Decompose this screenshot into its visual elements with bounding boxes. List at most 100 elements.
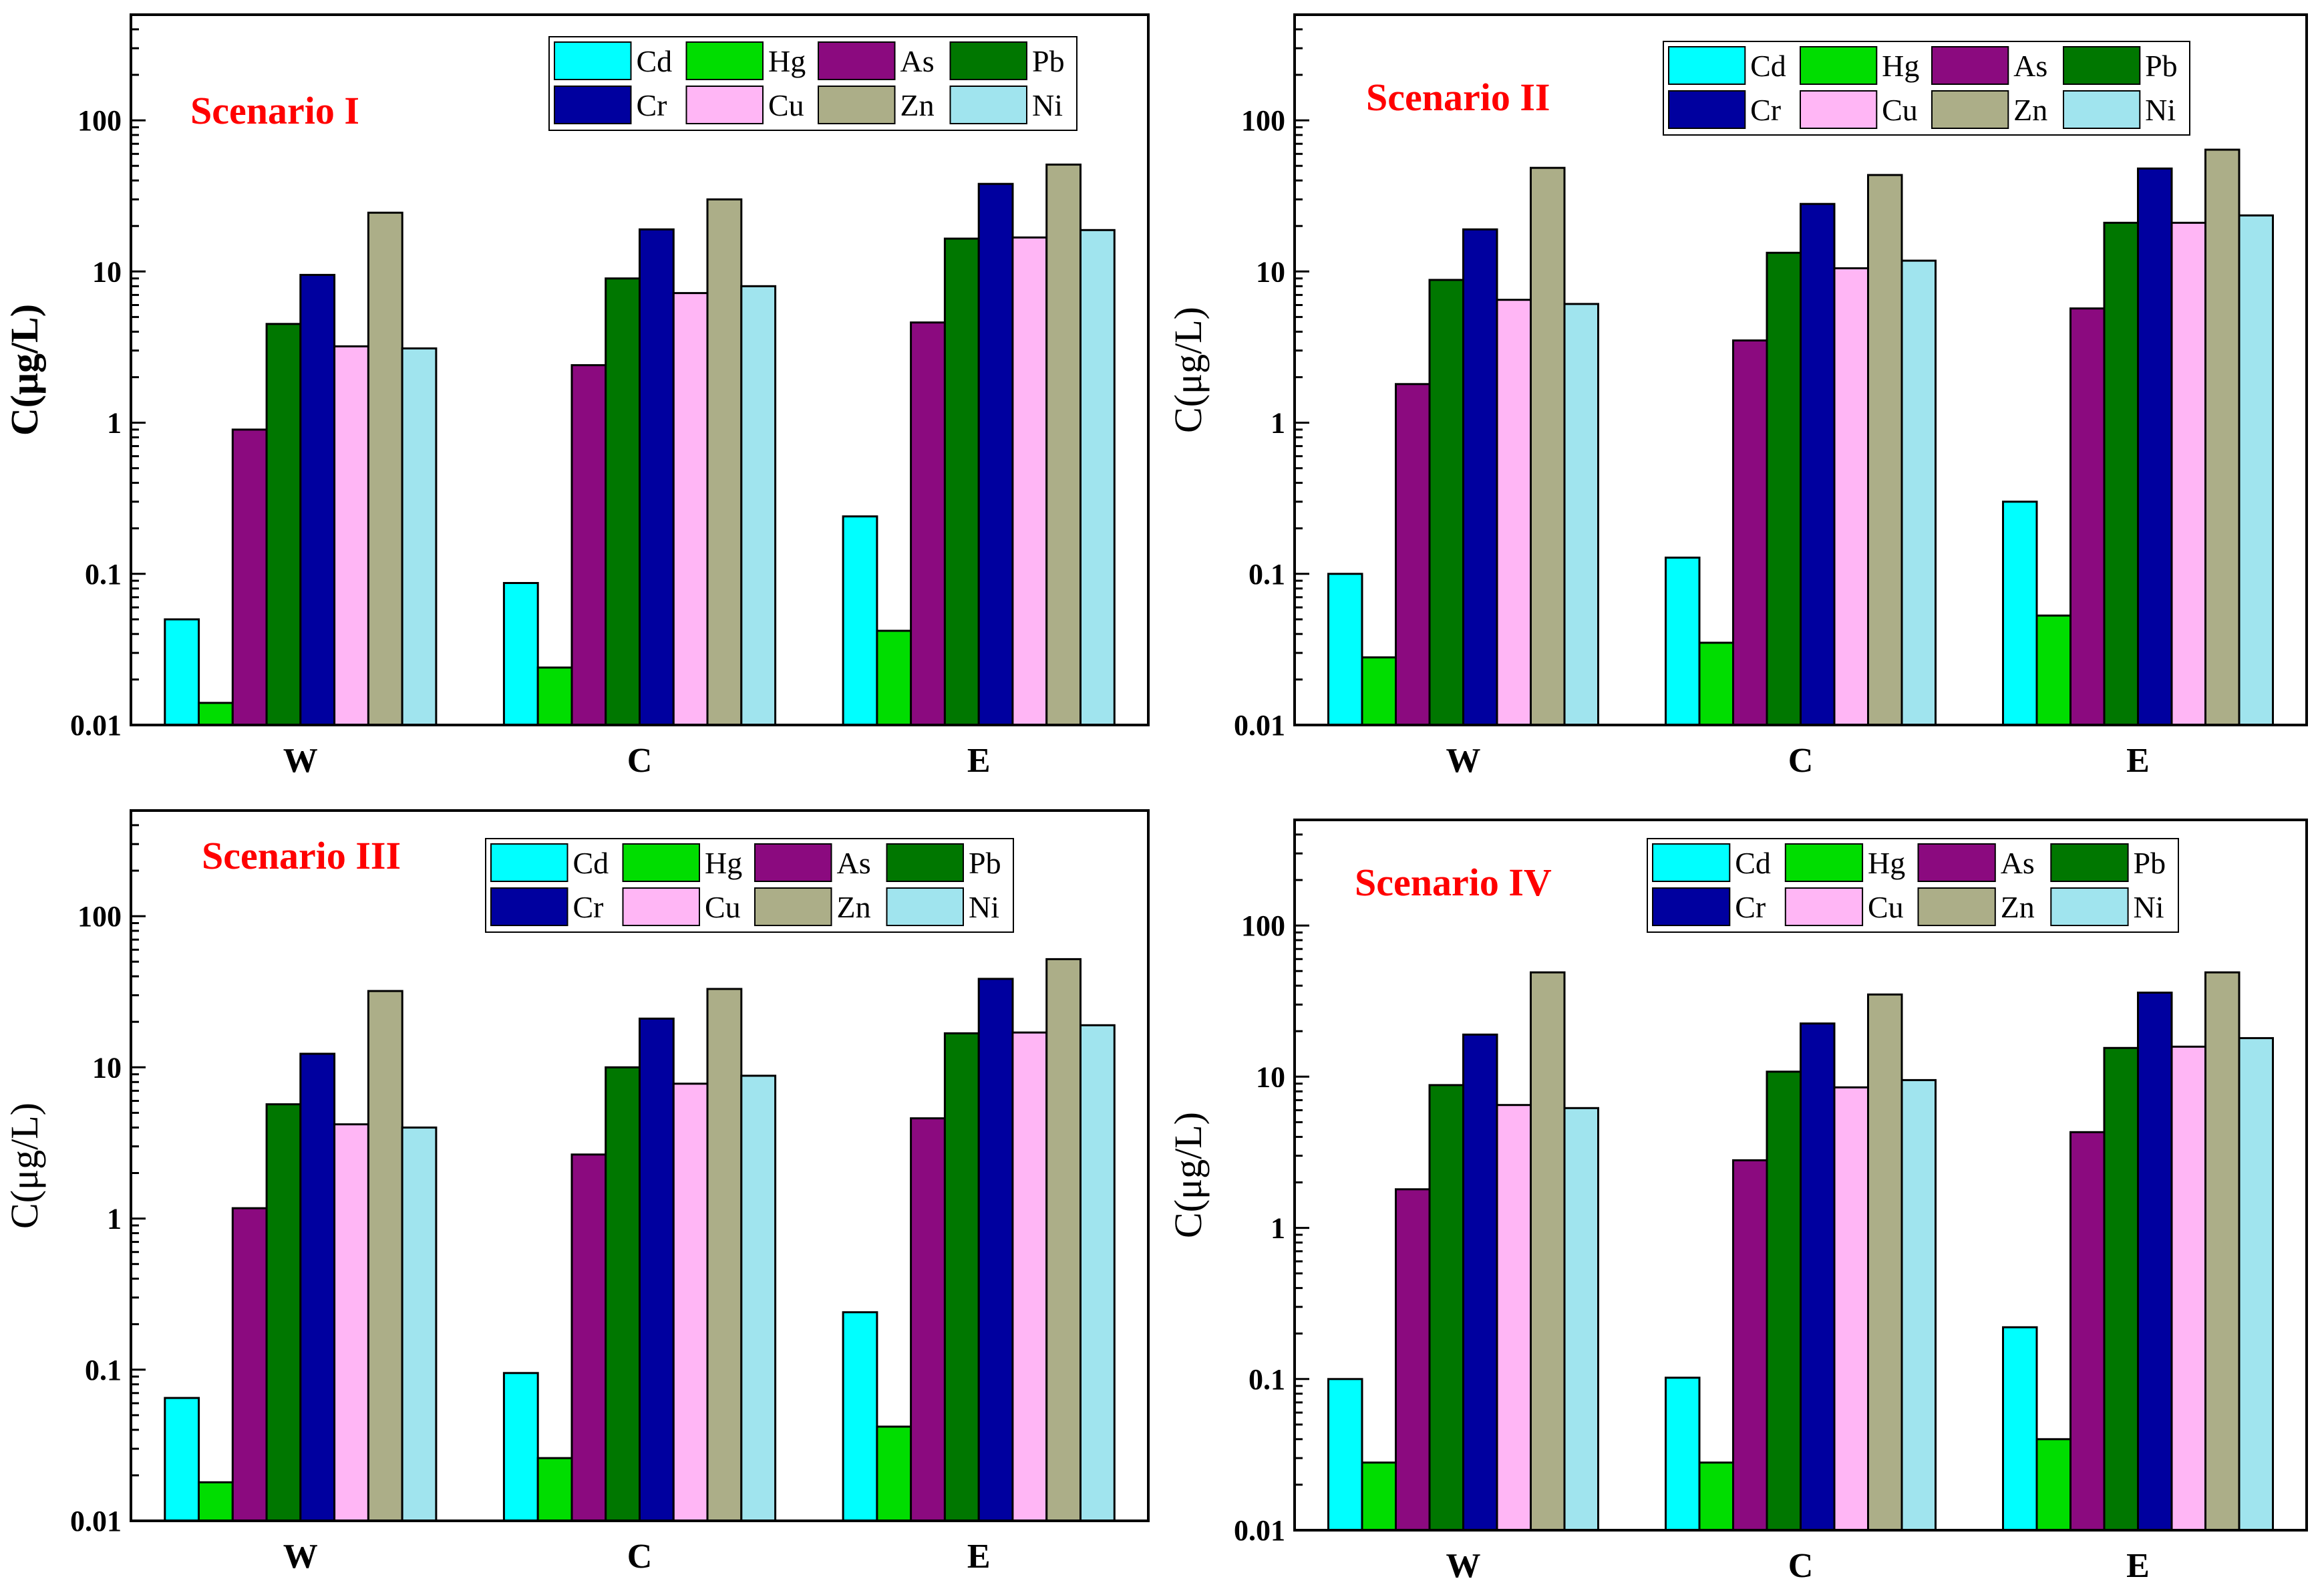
legend-swatch-as [1917, 843, 1996, 882]
bar-zn-c [706, 198, 743, 726]
y-tick-label: 0.01 [1234, 1514, 1285, 1547]
bar-as-c [570, 364, 607, 726]
legend-label-cu: Cu [705, 890, 741, 924]
y-axis-label: C(μg/L) [3, 304, 46, 436]
bar-cd-e [842, 1311, 878, 1522]
legend-swatch-cu [622, 887, 700, 926]
legend-swatch-zn [1931, 90, 2009, 129]
bar-zn-w [367, 990, 403, 1522]
bar-pb-e [2103, 1046, 2139, 1532]
bar-hg-c [536, 1457, 573, 1522]
chart-panel-2: W C E 0.01 0.1 1 10 100 C(μg/L) Scenario II Cd Hg As… [1166, 13, 2308, 780]
bar-pb-w [1428, 279, 1464, 726]
scenario-title: Scenario II [1366, 76, 1550, 119]
bar-ni-w [1563, 303, 1599, 726]
bar-cd-w [1327, 1378, 1363, 1532]
bar-cu-w [333, 1123, 369, 1522]
bar-pb-c [1766, 251, 1802, 726]
legend-swatch-as [754, 843, 832, 882]
legend-swatch-cd [1652, 843, 1731, 882]
y-tick-label: 0.1 [1249, 558, 1285, 591]
bar-cu-w [1496, 299, 1532, 726]
bar-cd-w [164, 1397, 200, 1522]
bar-cr-w [299, 1052, 336, 1522]
y-axis-label: C(μg/L) [1166, 1112, 1210, 1238]
legend-swatch-cr [1668, 90, 1746, 129]
y-axis-label: C(μg/L) [3, 1103, 46, 1229]
legend-swatch-hg [622, 843, 700, 882]
bar-hg-e [876, 1425, 912, 1522]
legend-label-as: As [900, 44, 935, 78]
legend-swatch-zn [1917, 887, 1996, 926]
legend-label-cr: Cr [1735, 890, 1766, 924]
legend: Cd Hg As Pb Cr Cu Zn Ni [1663, 41, 2190, 136]
bar-cr-c [1800, 202, 1836, 726]
category-label: E [2126, 742, 2150, 780]
legend-swatch-as [818, 41, 896, 80]
bar-pb-w [1428, 1084, 1464, 1532]
bar-cr-c [1800, 1022, 1836, 1532]
category-label: W [1446, 1547, 1481, 1585]
bar-ni-e [1080, 229, 1116, 726]
bar-pb-c [605, 1066, 641, 1522]
legend-label-zn: Zn [837, 890, 871, 924]
category-label: C [627, 1538, 653, 1576]
y-tick-label: 0.1 [85, 1354, 122, 1387]
bar-zn-e [2204, 148, 2240, 726]
plot-frame [130, 809, 1150, 1522]
bar-cr-w [1462, 1033, 1498, 1532]
bar-pb-e [943, 237, 980, 726]
bar-hg-e [2035, 1438, 2071, 1532]
legend-swatch-cr [1652, 887, 1731, 926]
bar-zn-c [706, 988, 743, 1522]
chart-panel-3: W C E 0.01 0.1 1 10 100 C(μg/L) Scenario III Cd Hg A… [3, 809, 1150, 1576]
legend-swatch-pb [2050, 843, 2129, 882]
bar-as-c [1732, 1159, 1768, 1532]
bar-zn-w [367, 211, 403, 726]
legend-label-cu: Cu [768, 88, 804, 122]
legend-label-zn: Zn [2013, 93, 2047, 127]
bar-cd-w [1327, 573, 1363, 726]
bar-cr-w [1462, 228, 1498, 726]
bar-ni-c [740, 285, 777, 726]
legend-label-cd: Cd [1735, 846, 1771, 880]
bar-cr-e [977, 182, 1014, 726]
scenario-title: Scenario IV [1355, 861, 1552, 904]
bar-cu-c [1833, 1086, 1869, 1532]
bar-hg-e [2035, 614, 2071, 726]
category-label: E [967, 1538, 991, 1576]
category-label: W [1446, 742, 1481, 780]
bar-zn-w [1530, 166, 1566, 726]
legend-swatch-cd [490, 843, 568, 882]
legend-swatch-cu [1800, 90, 1878, 129]
legend-swatch-ni [2050, 887, 2129, 926]
y-tick-label: 0.1 [85, 558, 122, 591]
legend-label-cd: Cd [637, 44, 673, 78]
bar-as-e [2069, 1131, 2106, 1532]
legend-swatch-ni [949, 86, 1027, 124]
bar-cr-e [2137, 992, 2173, 1532]
y-tick-label: 1 [107, 407, 122, 440]
bar-cu-c [1833, 267, 1869, 726]
scenario-title: Scenario III [202, 834, 401, 877]
legend-label-ni: Ni [969, 890, 999, 924]
legend-swatch-hg [1800, 46, 1878, 85]
chart-panel-1: W C E 0.01 0.1 1 10 100 C(μg/L) Scenario I Cd Hg As P… [3, 13, 1150, 780]
scenario-title: Scenario I [190, 89, 359, 132]
y-tick-label: 1 [1271, 1212, 1285, 1245]
y-tick-label: 10 [92, 1051, 122, 1084]
bar-as-e [910, 321, 946, 726]
bar-cd-c [502, 1372, 539, 1522]
bar-as-w [1395, 383, 1431, 726]
bar-cr-c [639, 1017, 675, 1522]
bar-pb-c [605, 277, 641, 726]
legend-swatch-zn [754, 887, 832, 926]
plot-frame [1293, 819, 2308, 1532]
y-tick-label: 0.1 [1249, 1363, 1285, 1396]
bar-cd-c [1665, 557, 1701, 726]
bar-ni-e [2238, 214, 2274, 726]
bar-pb-e [2103, 221, 2139, 726]
legend-swatch-cr [554, 86, 632, 124]
bar-hg-w [1361, 656, 1397, 726]
bar-zn-c [1867, 174, 1903, 726]
